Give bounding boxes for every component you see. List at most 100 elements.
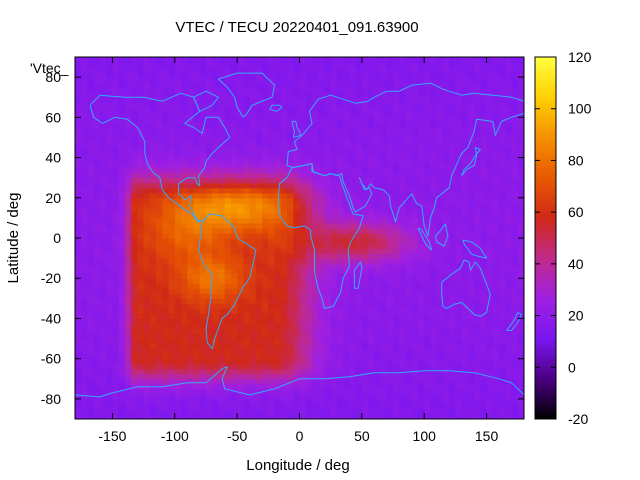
heatmap-cell	[411, 177, 419, 184]
heatmap-cell	[237, 82, 244, 88]
heatmap-cell	[205, 187, 213, 194]
heatmap-cell	[199, 207, 207, 214]
heatmap-cell	[212, 278, 220, 284]
heatmap-cell	[162, 328, 170, 335]
heatmap-cell	[349, 363, 357, 370]
heatmap-cell	[517, 248, 524, 254]
heatmap-cell	[511, 217, 519, 224]
heatmap-cell	[430, 328, 438, 335]
heatmap-cell	[461, 222, 469, 229]
heatmap-cell	[81, 388, 89, 395]
heatmap-cell	[280, 293, 288, 299]
heatmap-cell	[193, 202, 201, 209]
heatmap-cell	[268, 393, 276, 400]
heatmap-cell	[106, 222, 114, 229]
heatmap-cell	[181, 87, 188, 93]
heatmap-cell	[168, 283, 176, 289]
heatmap-cell	[467, 253, 475, 259]
heatmap-cell	[81, 82, 89, 88]
heatmap-cell	[511, 348, 519, 355]
heatmap-cell	[137, 358, 145, 365]
heatmap-cell	[237, 283, 244, 289]
heatmap-cell	[330, 77, 338, 83]
heatmap-cell	[224, 243, 232, 249]
heatmap-cell	[193, 373, 201, 380]
heatmap-cell	[75, 388, 82, 395]
heatmap-cell	[393, 177, 400, 184]
heatmap-cell	[436, 92, 444, 98]
heatmap-cell	[436, 207, 444, 214]
heatmap-cell	[393, 112, 400, 118]
heatmap-cell	[131, 373, 138, 380]
heatmap-cell	[399, 122, 407, 128]
heatmap-cell	[75, 248, 82, 254]
heatmap-cell	[262, 77, 269, 83]
heatmap-cell	[93, 107, 101, 113]
heatmap-cell	[374, 217, 382, 224]
heatmap-cell	[449, 102, 457, 108]
heatmap-cell	[517, 293, 524, 299]
heatmap-cell	[118, 162, 126, 169]
heatmap-cell	[243, 172, 251, 179]
heatmap-cell	[287, 318, 294, 325]
heatmap-cell	[430, 283, 438, 289]
heatmap-cell	[499, 393, 506, 400]
heatmap-cell	[330, 232, 338, 239]
heatmap-cell	[467, 268, 475, 274]
heatmap-cell	[311, 378, 319, 385]
heatmap-cell	[137, 77, 145, 83]
heatmap-cell	[174, 87, 182, 93]
heatmap-cell	[499, 227, 506, 234]
heatmap-cell	[81, 157, 89, 164]
heatmap-cell	[199, 268, 207, 274]
heatmap-cell	[131, 383, 138, 390]
heatmap-cell	[467, 102, 475, 108]
heatmap-cell	[230, 373, 238, 380]
heatmap-cell	[81, 303, 89, 309]
heatmap-cell	[243, 102, 251, 108]
heatmap-cell	[112, 192, 120, 199]
heatmap-cell	[324, 177, 332, 184]
heatmap-cell	[199, 378, 207, 385]
heatmap-cell	[442, 278, 450, 284]
heatmap-cell	[449, 368, 457, 375]
heatmap-cell	[505, 192, 513, 199]
heatmap-cell	[293, 323, 301, 330]
heatmap-cell	[411, 273, 419, 279]
heatmap-cell	[168, 97, 176, 103]
heatmap-cell	[237, 273, 244, 279]
heatmap-cell	[81, 363, 89, 370]
heatmap-cell	[318, 238, 326, 244]
heatmap-cell	[436, 212, 444, 219]
heatmap-cell	[274, 413, 282, 419]
heatmap-cell	[293, 157, 301, 164]
heatmap-cell	[199, 293, 207, 299]
heatmap-cell	[237, 117, 244, 123]
heatmap-cell	[237, 137, 244, 144]
heatmap-cell	[287, 383, 294, 390]
heatmap-cell	[156, 313, 163, 320]
heatmap-cell	[87, 152, 95, 159]
heatmap-cell	[218, 97, 226, 103]
heatmap-cell	[299, 398, 307, 405]
heatmap-cell	[230, 122, 238, 128]
heatmap-cell	[168, 288, 176, 294]
heatmap-cell	[417, 348, 425, 355]
heatmap-cell	[112, 102, 120, 108]
heatmap-cell	[467, 97, 475, 103]
heatmap-cell	[280, 333, 288, 340]
heatmap-cell	[168, 117, 176, 123]
heatmap-cell	[137, 248, 145, 254]
heatmap-cell	[393, 253, 400, 259]
heatmap-cell	[486, 268, 494, 274]
heatmap-cell	[181, 92, 188, 98]
heatmap-cell	[417, 308, 425, 315]
heatmap-cell	[411, 293, 419, 299]
heatmap-cell	[131, 202, 138, 209]
heatmap-cell	[181, 253, 188, 259]
heatmap-cell	[181, 227, 188, 234]
heatmap-cell	[393, 152, 400, 159]
heatmap-cell	[193, 152, 201, 159]
heatmap-cell	[293, 172, 301, 179]
heatmap-cell	[499, 192, 506, 199]
